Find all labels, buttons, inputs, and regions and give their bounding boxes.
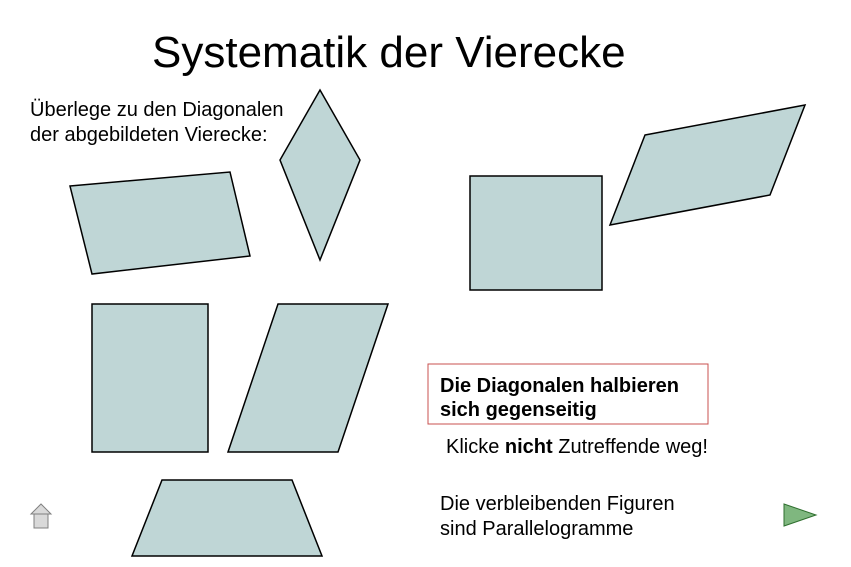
tilted-quadrilateral[interactable]	[70, 172, 250, 274]
next-button[interactable]	[780, 500, 822, 530]
kite[interactable]	[280, 90, 360, 260]
slide-stage: Systematik der Vierecke Überlege zu den …	[0, 0, 851, 567]
home-icon	[24, 500, 58, 530]
instruction-text: Klicke nicht Zutreffende weg!	[446, 436, 708, 459]
shapes-layer	[0, 0, 851, 567]
property-text-line2: sich gegenseitig	[440, 398, 597, 422]
play-icon	[780, 500, 822, 530]
instruction-prefix: Klicke	[446, 436, 505, 458]
rhombus[interactable]	[228, 304, 388, 452]
home-button[interactable]	[24, 500, 58, 530]
top-parallelogram[interactable]	[610, 105, 805, 225]
remaining-line1: Die verbleibenden Figuren	[440, 493, 675, 515]
rectangle[interactable]	[92, 304, 208, 452]
instruction-suffix: Zutreffende weg!	[553, 436, 708, 458]
remaining-text: Die verbleibenden Figuren sind Parallelo…	[440, 492, 675, 542]
property-text-line1: Die Diagonalen halbieren	[440, 374, 679, 398]
gray-square[interactable]	[470, 176, 602, 290]
trapezoid[interactable]	[132, 480, 322, 556]
remaining-line2: sind Parallelogramme	[440, 518, 633, 540]
instruction-bold: nicht	[505, 436, 553, 458]
